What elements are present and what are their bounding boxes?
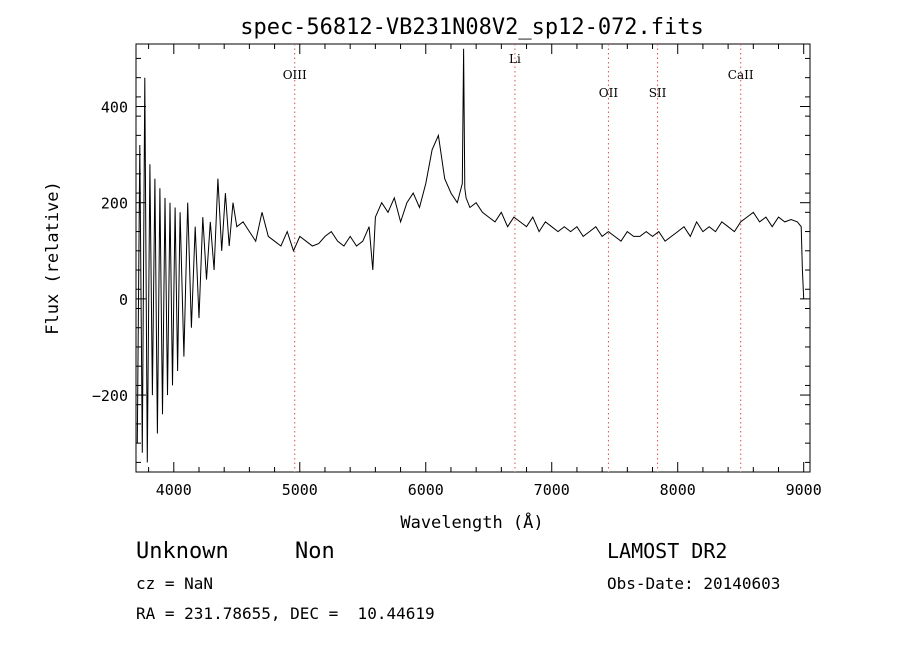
annotation-label: SII bbox=[649, 86, 667, 100]
coordinates-text: RA = 231.78655, DEC = 10.44619 bbox=[136, 604, 435, 623]
annotation-label: OII bbox=[599, 86, 619, 100]
annotation-label: Li bbox=[509, 52, 521, 66]
redshift-text: cz = NaN bbox=[136, 574, 214, 593]
y-tick-label: 400 bbox=[101, 99, 128, 117]
y-tick-label: −200 bbox=[92, 387, 128, 405]
x-tick-label: 9000 bbox=[786, 481, 822, 499]
line-annotations: OIII Li OII SII CaII bbox=[283, 44, 754, 472]
y-tick-label: 200 bbox=[101, 195, 128, 213]
chart-title: spec-56812-VB231N08V2_sp12-072.fits bbox=[240, 15, 704, 40]
x-tick-label: 7000 bbox=[534, 481, 570, 499]
obs-date-text: Obs-Date: 20140603 bbox=[607, 574, 781, 593]
annotation-label: CaII bbox=[728, 68, 754, 82]
x-tick-label: 6000 bbox=[408, 481, 444, 499]
x-tick-label: 4000 bbox=[156, 481, 192, 499]
subclass-label: Non bbox=[295, 539, 335, 564]
x-tick-label: 5000 bbox=[282, 481, 318, 499]
tick-labels: 4000 5000 6000 7000 8000 9000 −200 0 200 400 bbox=[92, 99, 822, 499]
x-tick-label: 8000 bbox=[660, 481, 696, 499]
series-group bbox=[136, 48, 805, 463]
axis-ticks bbox=[136, 44, 810, 472]
annotation-label: OIII bbox=[283, 68, 307, 82]
plot-frame bbox=[135, 43, 811, 473]
spectrum-line bbox=[136, 48, 805, 463]
x-axis-label: Wavelength (Å) bbox=[400, 511, 543, 533]
y-tick-label: 0 bbox=[119, 291, 128, 309]
y-axis-label: Flux (relative) bbox=[43, 181, 63, 335]
class-label: Unknown bbox=[136, 539, 229, 564]
survey-label: LAMOST DR2 bbox=[607, 539, 728, 563]
